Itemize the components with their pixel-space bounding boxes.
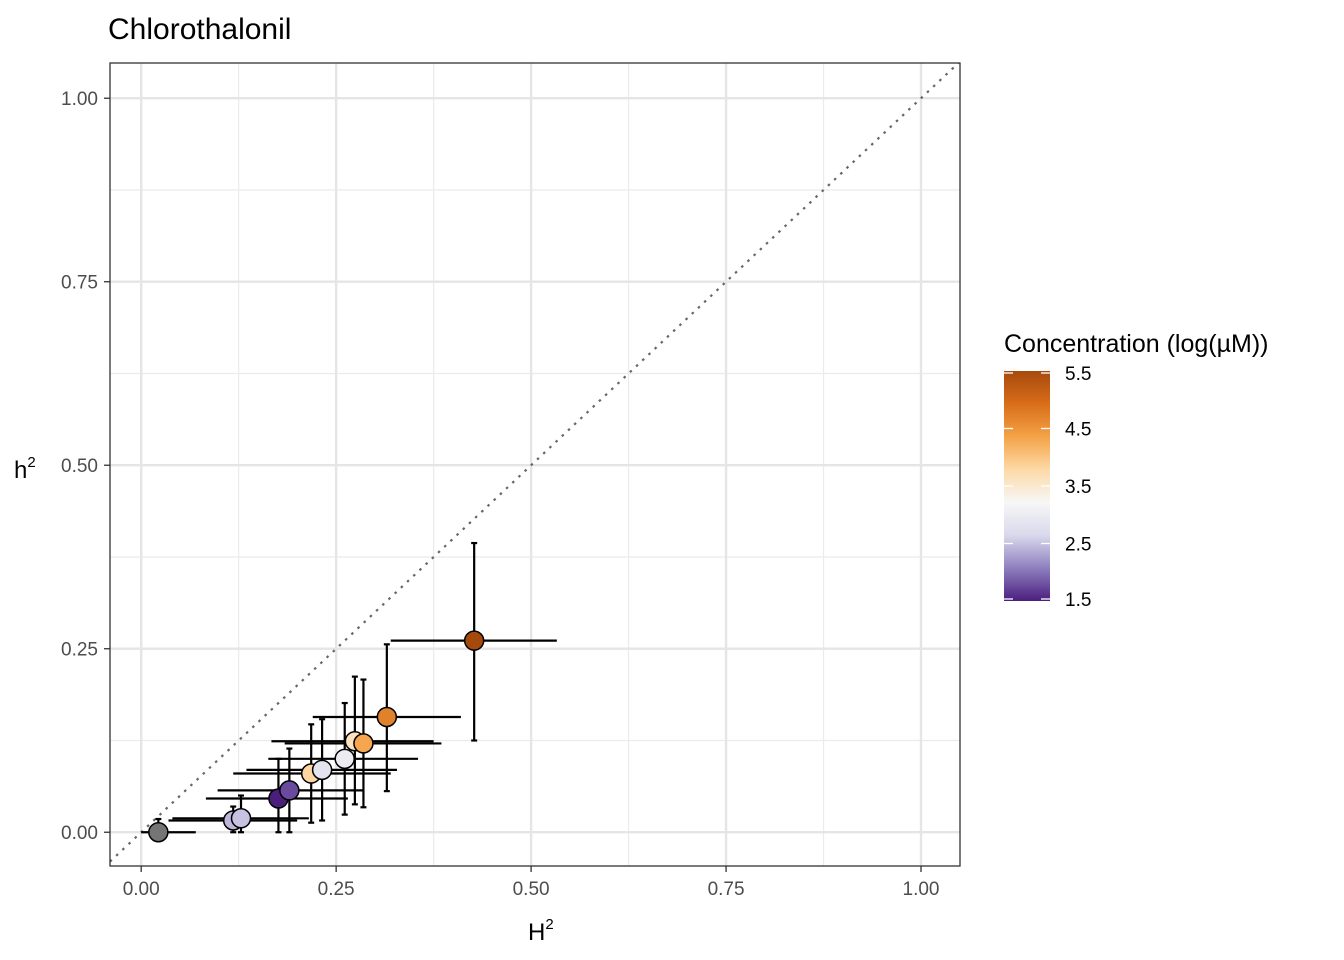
- identity-reference-line: [110, 63, 960, 863]
- data-point: [376, 706, 398, 728]
- y-tick-label: 1.00: [61, 89, 98, 110]
- data-point: [463, 630, 485, 651]
- data-point: [230, 808, 252, 829]
- x-tick-label: 0.25: [318, 879, 355, 900]
- x-tick-label: 0.50: [513, 879, 550, 900]
- x-axis-title-base: H: [528, 919, 545, 946]
- y-axis-title-base: h: [14, 457, 27, 484]
- colorbar-ticks: 1.5 2.5 3.5 4.5 5.5: [1004, 364, 1091, 611]
- colorbar-tick-label: 3.5: [1065, 477, 1091, 498]
- x-axis-ticks: 0.00 0.25 0.50 0.75 1.00: [123, 866, 940, 900]
- plot-panel-border: [109, 62, 961, 867]
- y-tick-label: 0.75: [61, 273, 98, 294]
- data-point: [311, 759, 333, 781]
- x-axis-title: H2: [528, 916, 554, 946]
- y-tick-label: 0.50: [61, 456, 98, 477]
- x-tick-label: 1.00: [903, 879, 940, 900]
- y-axis-title-superscript: 2: [27, 454, 35, 471]
- y-axis-title: h2: [14, 454, 36, 484]
- colorbar-tick-label: 2.5: [1065, 535, 1091, 556]
- x-axis-title-superscript: 2: [545, 916, 553, 933]
- y-tick-label: 0.00: [61, 823, 98, 844]
- colorbar-title: Concentration (log(µM)): [1004, 330, 1269, 358]
- y-tick-label: 0.25: [61, 640, 98, 661]
- x-tick-label: 0.75: [708, 879, 745, 900]
- data-point: [334, 748, 355, 770]
- data-point: [353, 733, 374, 754]
- colorbar-tick-label: 4.5: [1065, 420, 1091, 441]
- y-axis-ticks: 0.00 0.25 0.50 0.75 1.00: [61, 89, 110, 844]
- colorbar-tick-label: 5.5: [1065, 364, 1091, 385]
- x-tick-label: 0.00: [123, 879, 160, 900]
- data-point: [148, 821, 169, 843]
- chart-title: Chlorothalonil: [108, 13, 291, 46]
- colorbar-tick-label: 1.5: [1065, 590, 1091, 611]
- data-point: [279, 780, 300, 801]
- data-points: [148, 630, 485, 843]
- colorbar-legend: Concentration (log(µM)) 1.5 2.5 3.5 4.5 5.5: [1004, 330, 1269, 611]
